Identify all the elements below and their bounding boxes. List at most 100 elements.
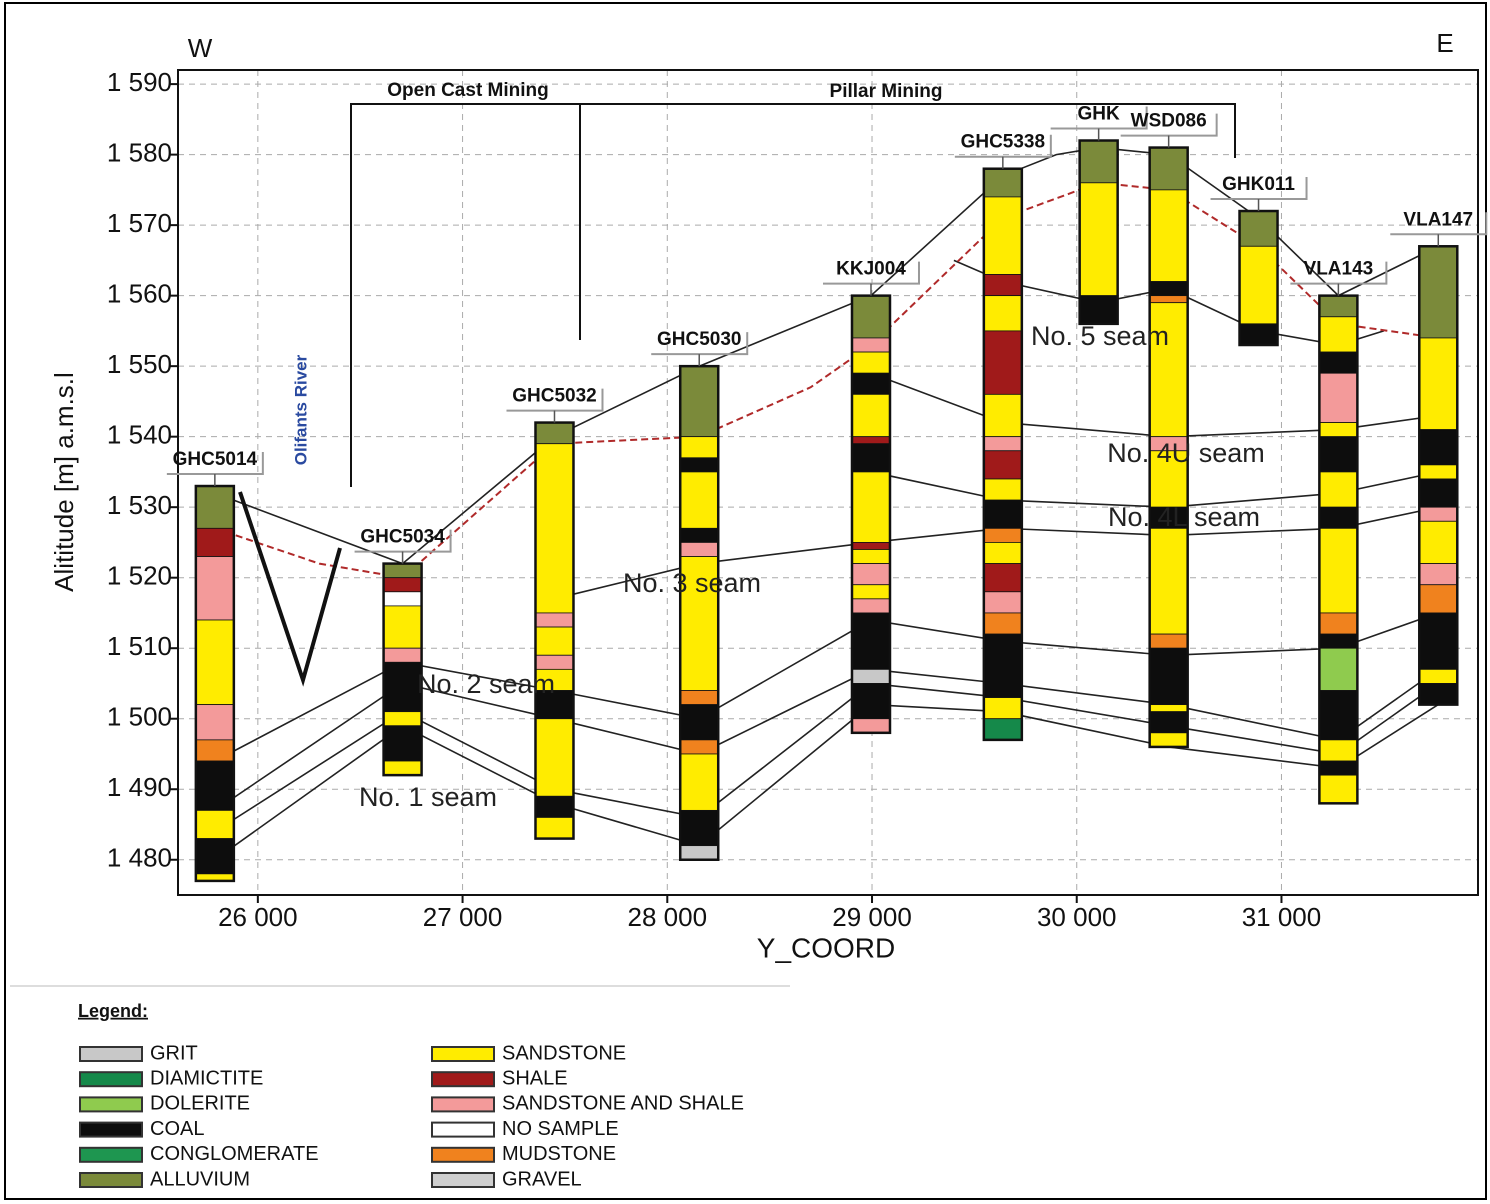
- layer: [1150, 648, 1188, 704]
- layer: [984, 634, 1022, 697]
- legend-swatch: [432, 1097, 494, 1111]
- layer: [984, 479, 1022, 500]
- layer: [1240, 246, 1278, 324]
- layer: [984, 542, 1022, 563]
- legend-swatch: [80, 1173, 142, 1187]
- seam-label: No. 4U seam: [1107, 438, 1265, 468]
- layer: [535, 796, 573, 817]
- layer: [384, 648, 422, 662]
- east-label: E: [1436, 28, 1453, 58]
- layer: [1319, 507, 1357, 528]
- x-axis-label: Y_COORD: [757, 932, 895, 963]
- layer: [852, 585, 890, 599]
- layer: [1419, 613, 1457, 669]
- layer: [1419, 585, 1457, 613]
- layer: [852, 338, 890, 352]
- layer: [1150, 634, 1188, 648]
- layer: [852, 352, 890, 373]
- layer: [1319, 437, 1357, 472]
- layer: [852, 599, 890, 613]
- x-tick-label: 29 000: [832, 902, 912, 932]
- layer: [984, 613, 1022, 634]
- legend-swatch: [432, 1072, 494, 1086]
- figure: W E 26 00027 00028 00029 00030 00031 000…: [0, 0, 1490, 1204]
- layer: [1319, 296, 1357, 317]
- legend-label: DIAMICTITE: [150, 1067, 263, 1089]
- legend-label: SANDSTONE: [502, 1042, 626, 1064]
- layer: [1319, 613, 1357, 634]
- layer: [1150, 282, 1188, 296]
- layer: [852, 394, 890, 436]
- layer: [852, 373, 890, 394]
- layer: [1319, 352, 1357, 373]
- layer: [384, 606, 422, 648]
- x-tick-label: 28 000: [628, 902, 708, 932]
- layer: [852, 472, 890, 543]
- layer: [535, 423, 573, 444]
- layer: [1419, 430, 1457, 465]
- layer: [535, 627, 573, 655]
- legend-swatch: [432, 1148, 494, 1162]
- layer: [1319, 740, 1357, 761]
- layer: [1419, 338, 1457, 430]
- legend-label: GRIT: [150, 1042, 198, 1064]
- layer: [1319, 634, 1357, 648]
- layer: [680, 458, 718, 472]
- legend-label: CONGLOMERATE: [150, 1143, 319, 1165]
- layer: [680, 810, 718, 845]
- layer: [1319, 317, 1357, 352]
- layer: [984, 169, 1022, 197]
- layer: [1150, 528, 1188, 634]
- layer: [1419, 564, 1457, 585]
- seam-label: No. 3 seam: [623, 568, 761, 598]
- layer: [852, 549, 890, 563]
- layer: [1319, 472, 1357, 507]
- layer: [984, 197, 1022, 275]
- legend-swatch: [80, 1097, 142, 1111]
- layer: [680, 691, 718, 705]
- layer: [852, 564, 890, 585]
- legend-swatch: [432, 1123, 494, 1137]
- layer: [535, 613, 573, 627]
- layer: [1419, 683, 1457, 704]
- layer: [1319, 373, 1357, 422]
- layer: [1419, 465, 1457, 479]
- layer: [535, 719, 573, 797]
- layer: [680, 846, 718, 860]
- borehole-label: WSD086: [1131, 111, 1207, 132]
- legend-title: Legend:: [78, 1001, 148, 1021]
- legend: GRITDIAMICTITEDOLERITECOALCONGLOMERATEAL…: [80, 1042, 744, 1190]
- x-tick-label: 30 000: [1037, 902, 1117, 932]
- borehole-label: VLA143: [1304, 259, 1374, 280]
- borehole-label: GHK011: [1222, 174, 1295, 195]
- legend-label: DOLERITE: [150, 1093, 250, 1115]
- x-tick-label: 31 000: [1242, 902, 1322, 932]
- legend-label: NO SAMPLE: [502, 1118, 619, 1140]
- layer: [1419, 479, 1457, 507]
- layer: [680, 542, 718, 556]
- layer: [1150, 712, 1188, 733]
- west-label: W: [188, 33, 213, 63]
- layer: [1150, 733, 1188, 747]
- legend-label: MUDSTONE: [502, 1143, 616, 1165]
- y-tick-label: 1 510: [107, 631, 172, 661]
- y-tick-label: 1 480: [107, 843, 172, 873]
- borehole-label: GHC5338: [961, 132, 1046, 153]
- legend-label: SHALE: [502, 1067, 568, 1089]
- layer: [1419, 507, 1457, 521]
- river-channel: [240, 492, 340, 680]
- river-label: Olifants River: [291, 354, 310, 465]
- layer: [984, 698, 1022, 719]
- layer: [852, 669, 890, 683]
- layer: [1419, 669, 1457, 683]
- layer: [680, 754, 718, 810]
- layer: [384, 564, 422, 578]
- y-tick-label: 1 500: [107, 702, 172, 732]
- layer: [1080, 141, 1118, 183]
- legend-swatch: [80, 1123, 142, 1137]
- layer: [680, 705, 718, 740]
- legend-swatch: [80, 1047, 142, 1061]
- borehole-label: KKJ004: [836, 259, 906, 280]
- layer: [196, 557, 234, 620]
- borehole-label: GHC5032: [512, 386, 597, 407]
